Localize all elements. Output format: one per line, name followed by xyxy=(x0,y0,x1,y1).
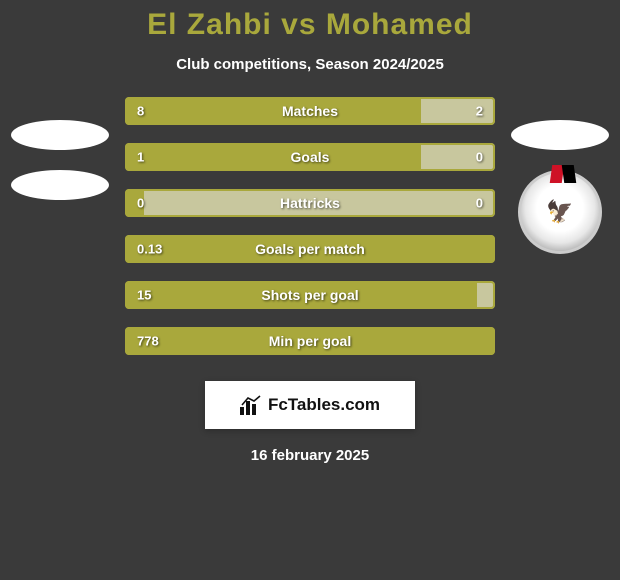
stat-value-left: 1 xyxy=(137,150,144,165)
stat-value-left: 0 xyxy=(137,196,144,211)
content-root: El Zahbi vs Mohamed Club competitions, S… xyxy=(0,0,620,580)
stat-value-right: 0 xyxy=(476,150,483,165)
stat-row: 1 0 Goals xyxy=(125,143,495,171)
stat-label: Hattricks xyxy=(280,195,340,211)
stat-row: 15 Shots per goal xyxy=(125,281,495,309)
stat-row: 0 0 Hattricks xyxy=(125,189,495,217)
stat-value-right: 0 xyxy=(476,196,483,211)
left-player-ellipse-2 xyxy=(11,170,109,200)
stat-value-left: 778 xyxy=(137,334,159,349)
team-crest-badge: 🦅 xyxy=(518,170,602,254)
right-badge-column: 🦅 xyxy=(510,120,610,254)
stat-label: Shots per goal xyxy=(261,287,358,303)
stat-bar-right xyxy=(477,281,496,309)
stat-value-left: 8 xyxy=(137,104,144,119)
stat-row: 8 2 Matches xyxy=(125,97,495,125)
fctables-logo-icon xyxy=(240,395,262,415)
stat-label: Goals xyxy=(291,149,330,165)
crest-icon: 🦅 xyxy=(546,199,573,225)
stat-row: 0.13 Goals per match xyxy=(125,235,495,263)
stat-bar-right xyxy=(421,97,495,125)
left-badge-column xyxy=(10,120,110,200)
snapshot-date: 16 february 2025 xyxy=(0,447,620,464)
stat-row: 778 Min per goal xyxy=(125,327,495,355)
source-logo-card: FcTables.com xyxy=(205,381,415,429)
left-player-ellipse-1 xyxy=(11,120,109,150)
stat-bar-left xyxy=(125,143,421,171)
stat-label: Min per goal xyxy=(269,333,351,349)
stat-bar-right xyxy=(421,143,495,171)
right-player-ellipse xyxy=(511,120,609,150)
stat-value-right: 2 xyxy=(476,104,483,119)
stat-label: Matches xyxy=(282,103,338,119)
page-subtitle: Club competitions, Season 2024/2025 xyxy=(0,56,620,73)
stat-value-left: 0.13 xyxy=(137,242,162,257)
stat-bar-left xyxy=(125,97,421,125)
source-logo-text: FcTables.com xyxy=(268,395,380,415)
page-title: El Zahbi vs Mohamed xyxy=(0,8,620,42)
stat-value-left: 15 xyxy=(137,288,151,303)
stat-label: Goals per match xyxy=(255,241,365,257)
